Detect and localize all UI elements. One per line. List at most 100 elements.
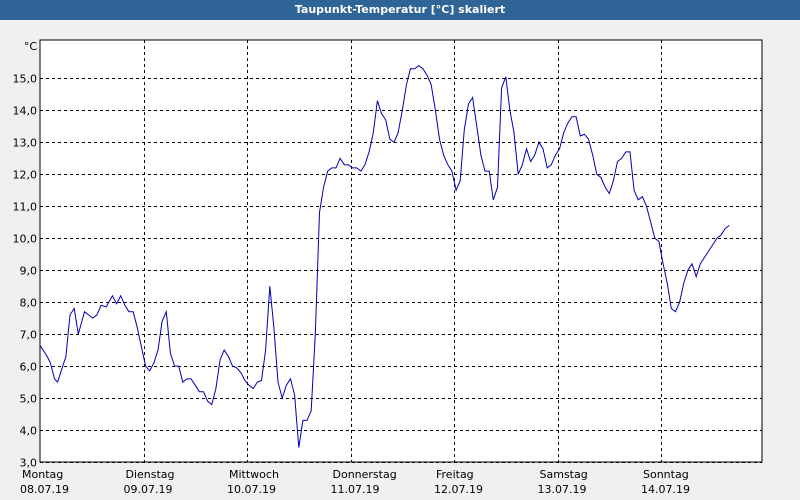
data-point bbox=[39, 345, 40, 346]
data-point bbox=[120, 295, 121, 296]
y-tick-label: 8,0 bbox=[20, 297, 38, 310]
x-tick-date-label: 09.07.19 bbox=[124, 483, 173, 496]
data-point bbox=[166, 311, 167, 312]
data-point bbox=[348, 164, 349, 165]
data-point bbox=[497, 187, 498, 188]
data-point bbox=[74, 308, 75, 309]
data-point bbox=[128, 311, 129, 312]
data-point bbox=[162, 321, 163, 322]
data-point bbox=[327, 171, 328, 172]
data-point bbox=[381, 113, 382, 114]
x-tick-day-label: Montag bbox=[22, 468, 63, 481]
data-point bbox=[480, 155, 481, 156]
data-point bbox=[141, 346, 142, 347]
data-point bbox=[675, 311, 676, 312]
data-point bbox=[315, 334, 316, 335]
data-point bbox=[215, 388, 216, 389]
data-point bbox=[451, 171, 452, 172]
data-point bbox=[253, 388, 254, 389]
x-tick-date-label: 08.07.19 bbox=[20, 483, 69, 496]
data-point bbox=[57, 382, 58, 383]
x-tick-day-label: Freitag bbox=[436, 468, 474, 481]
data-point bbox=[658, 241, 659, 242]
data-point bbox=[265, 350, 266, 351]
data-point bbox=[236, 367, 237, 368]
data-point bbox=[220, 359, 221, 360]
y-tick-label: 4,0 bbox=[20, 425, 38, 438]
y-tick-label: 7,0 bbox=[20, 329, 38, 342]
data-point bbox=[54, 378, 55, 379]
data-point bbox=[311, 410, 312, 411]
data-point bbox=[340, 158, 341, 159]
data-point bbox=[617, 161, 618, 162]
data-point bbox=[654, 238, 655, 239]
data-point bbox=[629, 151, 630, 152]
data-point bbox=[61, 369, 62, 370]
data-point bbox=[356, 167, 357, 168]
data-point bbox=[567, 123, 568, 124]
data-point bbox=[106, 306, 107, 307]
data-point bbox=[182, 382, 183, 383]
x-tick-day-label: Mittwoch bbox=[229, 468, 279, 481]
data-point bbox=[468, 103, 469, 104]
data-point bbox=[47, 356, 48, 357]
data-point bbox=[555, 155, 556, 156]
data-point bbox=[228, 356, 229, 357]
data-point bbox=[78, 334, 79, 335]
data-point bbox=[518, 174, 519, 175]
data-point bbox=[687, 270, 688, 271]
data-point bbox=[257, 382, 258, 383]
data-point bbox=[513, 132, 514, 133]
data-point bbox=[149, 370, 150, 371]
x-tick-date-label: 13.07.19 bbox=[538, 483, 587, 496]
data-point bbox=[195, 385, 196, 386]
y-axis-unit: °C bbox=[24, 40, 38, 53]
data-point bbox=[522, 164, 523, 165]
data-point bbox=[319, 212, 320, 213]
data-point bbox=[720, 234, 721, 235]
data-point bbox=[203, 391, 204, 392]
data-point bbox=[364, 164, 365, 165]
data-point bbox=[600, 177, 601, 178]
data-point bbox=[613, 180, 614, 181]
data-point bbox=[427, 75, 428, 76]
data-point bbox=[335, 167, 336, 168]
data-point bbox=[240, 372, 241, 373]
y-tick-label: 12,0 bbox=[13, 169, 38, 182]
data-point bbox=[708, 250, 709, 251]
data-point bbox=[389, 139, 390, 140]
data-point bbox=[369, 151, 370, 152]
x-tick-day-label: Donnerstag bbox=[333, 468, 397, 481]
data-point bbox=[92, 318, 93, 319]
data-point bbox=[530, 161, 531, 162]
data-point bbox=[621, 158, 622, 159]
data-point bbox=[224, 350, 225, 351]
data-point bbox=[282, 398, 283, 399]
data-point bbox=[191, 378, 192, 379]
data-point bbox=[294, 394, 295, 395]
data-point bbox=[323, 187, 324, 188]
data-point bbox=[638, 199, 639, 200]
data-point bbox=[547, 167, 548, 168]
data-point bbox=[476, 126, 477, 127]
data-point bbox=[435, 110, 436, 111]
data-point bbox=[414, 68, 415, 69]
data-point bbox=[464, 129, 465, 130]
data-point bbox=[584, 134, 585, 135]
data-point bbox=[534, 155, 535, 156]
data-point bbox=[402, 110, 403, 111]
data-point bbox=[84, 311, 85, 312]
data-point bbox=[580, 135, 581, 136]
data-point bbox=[667, 282, 668, 283]
data-point bbox=[671, 308, 672, 309]
y-tick-label: 5,0 bbox=[20, 393, 38, 406]
data-point bbox=[360, 171, 361, 172]
data-point bbox=[50, 362, 51, 363]
data-point bbox=[509, 110, 510, 111]
y-tick-label: 3,0 bbox=[20, 457, 38, 470]
data-point bbox=[716, 238, 717, 239]
data-point bbox=[186, 378, 187, 379]
data-point bbox=[551, 164, 552, 165]
data-point bbox=[385, 119, 386, 120]
